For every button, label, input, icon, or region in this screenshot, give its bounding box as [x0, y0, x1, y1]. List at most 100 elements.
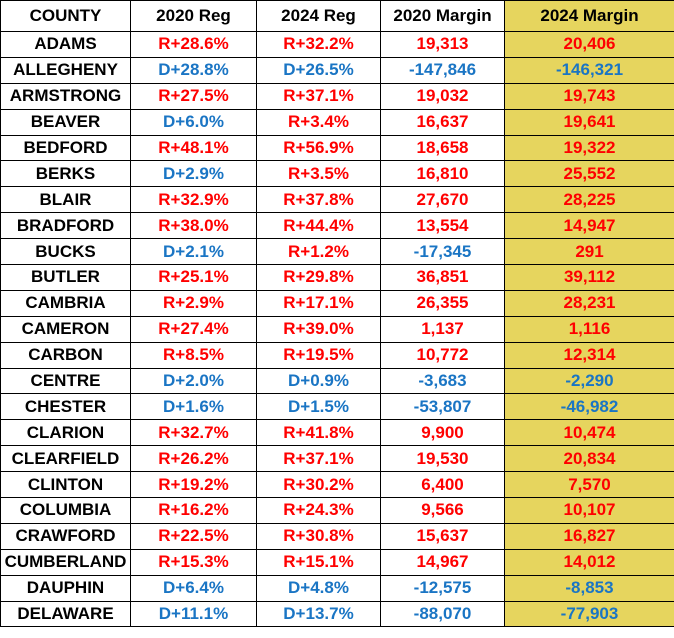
cell-2020-reg: D+28.8% — [130, 56, 257, 84]
cell-2024-margin: -77,903 — [504, 600, 674, 628]
cell-2020-margin: 16,810 — [380, 160, 505, 188]
cell-county: CLARION — [0, 419, 131, 447]
cell-2020-margin: -53,807 — [380, 393, 505, 421]
cell-county: BERKS — [0, 160, 131, 188]
cell-2024-reg: R+1.2% — [256, 238, 381, 266]
cell-2020-reg: D+6.4% — [130, 574, 257, 602]
cell-county: BEDFORD — [0, 134, 131, 162]
table-row: BUCKS D+2.1% R+1.2% -17,345 291 — [0, 238, 674, 266]
cell-2024-margin: 291 — [504, 238, 674, 266]
cell-county: CLINTON — [0, 471, 131, 499]
cell-2020-margin: 10,772 — [380, 341, 505, 369]
cell-2020-reg: R+19.2% — [130, 471, 257, 499]
table-row: ADAMS R+28.6% R+32.2% 19,313 20,406 — [0, 31, 674, 58]
cell-county: CARBON — [0, 341, 131, 369]
cell-county: CAMBRIA — [0, 289, 131, 317]
cell-2024-reg: R+30.2% — [256, 471, 381, 499]
cell-2024-reg: R+3.4% — [256, 108, 381, 136]
cell-2020-reg: R+32.9% — [130, 186, 257, 214]
header-row: COUNTY 2020 Reg 2024 Reg 2020 Margin 202… — [0, 0, 674, 32]
cell-2024-reg: R+19.5% — [256, 341, 381, 369]
cell-2020-margin: -17,345 — [380, 238, 505, 266]
cell-2020-reg: R+25.1% — [130, 264, 257, 291]
cell-2024-margin: 25,552 — [504, 160, 674, 188]
header-2020-margin: 2020 Margin — [380, 0, 505, 32]
cell-2020-margin: 26,355 — [380, 289, 505, 317]
cell-2024-margin: 16,827 — [504, 522, 674, 550]
cell-2024-margin: 7,570 — [504, 471, 674, 499]
cell-2024-reg: D+26.5% — [256, 56, 381, 84]
cell-2020-reg: D+11.1% — [130, 600, 257, 628]
cell-2020-margin: 14,967 — [380, 548, 505, 576]
cell-2024-margin: 19,641 — [504, 108, 674, 136]
cell-county: CAMERON — [0, 315, 131, 343]
cell-2020-margin: -3,683 — [380, 367, 505, 395]
table-row: CLINTON R+19.2% R+30.2% 6,400 7,570 — [0, 471, 674, 499]
table-body: ADAMS R+28.6% R+32.2% 19,313 20,406 ALLEGHENY… — [0, 31, 674, 628]
cell-county: BRADFORD — [0, 212, 131, 240]
cell-2024-margin: -2,290 — [504, 367, 674, 395]
cell-2024-reg: R+3.5% — [256, 160, 381, 188]
cell-2020-margin: 19,530 — [380, 445, 505, 473]
cell-2020-reg: R+27.5% — [130, 82, 257, 110]
cell-county: BUTLER — [0, 264, 131, 291]
cell-2024-reg: R+44.4% — [256, 212, 381, 240]
cell-2020-margin: 1,137 — [380, 315, 505, 343]
table-row: CAMERON R+27.4% R+39.0% 1,137 1,116 — [0, 315, 674, 343]
cell-county: CENTRE — [0, 367, 131, 395]
cell-2020-reg: R+26.2% — [130, 445, 257, 473]
cell-2024-reg: R+17.1% — [256, 289, 381, 317]
cell-2024-margin: -146,321 — [504, 56, 674, 84]
table-row: CHESTER D+1.6% D+1.5% -53,807 -46,982 — [0, 393, 674, 421]
cell-2024-reg: R+29.8% — [256, 264, 381, 291]
table-row: CAMBRIA R+2.9% R+17.1% 26,355 28,231 — [0, 289, 674, 317]
cell-2020-reg: D+2.0% — [130, 367, 257, 395]
cell-2020-margin: 6,400 — [380, 471, 505, 499]
table-row: CARBON R+8.5% R+19.5% 10,772 12,314 — [0, 341, 674, 369]
table-row: BERKS D+2.9% R+3.5% 16,810 25,552 — [0, 160, 674, 188]
cell-county: DELAWARE — [0, 600, 131, 628]
cell-2020-margin: 16,637 — [380, 108, 505, 136]
cell-2024-margin: 28,231 — [504, 289, 674, 317]
cell-county: CUMBERLAND — [0, 548, 131, 576]
cell-2020-reg: R+48.1% — [130, 134, 257, 162]
header-2024-margin: 2024 Margin — [504, 0, 674, 32]
cell-county: BUCKS — [0, 238, 131, 266]
header-2020-reg: 2020 Reg — [130, 0, 257, 32]
table-row: BEAVER D+6.0% R+3.4% 16,637 19,641 — [0, 108, 674, 136]
cell-2020-reg: R+15.3% — [130, 548, 257, 576]
cell-2024-margin: 10,474 — [504, 419, 674, 447]
cell-county: CRAWFORD — [0, 522, 131, 550]
table-row: ALLEGHENY D+28.8% D+26.5% -147,846 -146,321 — [0, 56, 674, 84]
cell-county: DAUPHIN — [0, 574, 131, 602]
cell-2020-margin: 15,637 — [380, 522, 505, 550]
table-row: CLARION R+32.7% R+41.8% 9,900 10,474 — [0, 419, 674, 447]
cell-2020-reg: R+16.2% — [130, 497, 257, 524]
cell-county: CLEARFIELD — [0, 445, 131, 473]
cell-2024-reg: R+32.2% — [256, 31, 381, 58]
cell-2024-reg: R+15.1% — [256, 548, 381, 576]
cell-2024-margin: 1,116 — [504, 315, 674, 343]
cell-2024-margin: 20,406 — [504, 31, 674, 58]
cell-2024-reg: R+37.1% — [256, 445, 381, 473]
table-row: CLEARFIELD R+26.2% R+37.1% 19,530 20,834 — [0, 445, 674, 473]
cell-2020-margin: 27,670 — [380, 186, 505, 214]
header-2024-reg: 2024 Reg — [256, 0, 381, 32]
table-row: CENTRE D+2.0% D+0.9% -3,683 -2,290 — [0, 367, 674, 395]
cell-2024-reg: R+41.8% — [256, 419, 381, 447]
cell-2020-margin: -147,846 — [380, 56, 505, 84]
table-row: DAUPHIN D+6.4% D+4.8% -12,575 -8,853 — [0, 574, 674, 602]
cell-2020-margin: 9,566 — [380, 497, 505, 524]
cell-2024-margin: 12,314 — [504, 341, 674, 369]
cell-2020-reg: D+1.6% — [130, 393, 257, 421]
table-row: CUMBERLAND R+15.3% R+15.1% 14,967 14,012 — [0, 548, 674, 576]
cell-2024-margin: 14,012 — [504, 548, 674, 576]
cell-2024-reg: D+1.5% — [256, 393, 381, 421]
cell-2020-reg: D+2.1% — [130, 238, 257, 266]
table-row: COLUMBIA R+16.2% R+24.3% 9,566 10,107 — [0, 497, 674, 524]
table-row: DELAWARE D+11.1% D+13.7% -88,070 -77,903 — [0, 600, 674, 628]
cell-2024-margin: 14,947 — [504, 212, 674, 240]
cell-2020-reg: R+2.9% — [130, 289, 257, 317]
cell-2020-margin: 19,313 — [380, 31, 505, 58]
cell-2024-margin: 20,834 — [504, 445, 674, 473]
